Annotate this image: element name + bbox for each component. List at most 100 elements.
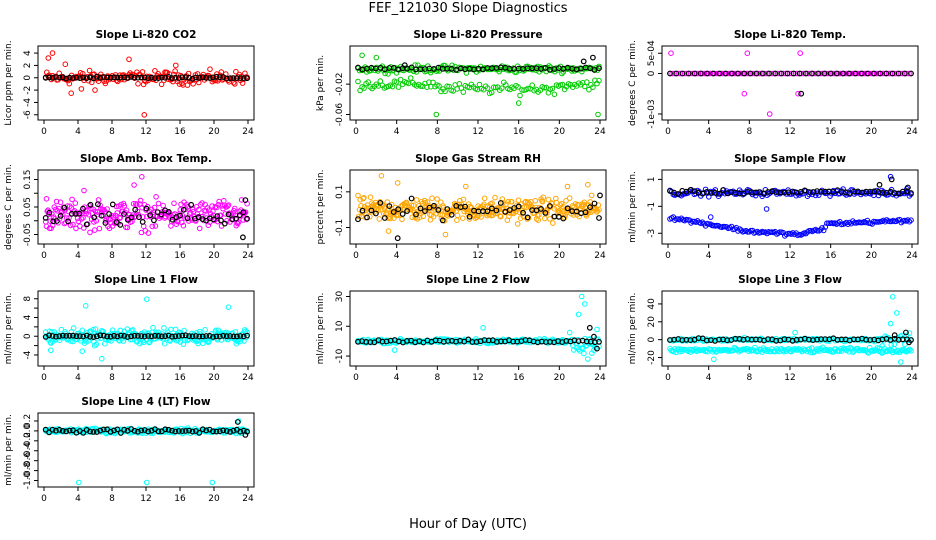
reference-point [679,70,686,77]
data-point [209,479,216,486]
plot-frame [661,290,919,367]
data-point [515,197,522,203]
data-points [355,293,602,362]
reference-point [121,426,128,433]
reference-point [87,201,94,208]
reference-point [138,74,145,81]
data-point [460,89,467,95]
reference-point [165,73,172,80]
reference-point [114,426,121,433]
data-point [82,303,89,309]
reference-point [182,332,189,339]
y-axis-label: ml/min per min. [4,293,14,365]
reference-point [394,235,401,242]
reference-point [747,70,754,77]
reference-point [580,58,587,65]
data-point [378,173,385,179]
x-tick-label: 24 [242,127,254,137]
reference-point [83,221,90,228]
x-tick-label: 12 [140,127,151,137]
y-tick-label: 0 [23,333,33,339]
data-point [803,230,809,237]
x-tick-label: 4 [706,127,712,137]
plot-frame [661,45,919,121]
reference-point [186,333,193,340]
data-point [358,203,364,209]
reference-point [76,333,83,340]
data-points [355,173,603,242]
data-point [454,217,460,223]
x-tick-label: 4 [75,127,81,137]
reference-point [210,74,216,81]
data-point [389,83,396,90]
reference-point [152,75,158,81]
data-point [581,199,588,206]
data-point [433,111,440,118]
data-point [533,216,540,222]
reference-point [413,211,419,218]
reference-point [698,70,704,77]
data-point [886,347,893,353]
reference-point [497,200,504,206]
data-point [211,217,218,224]
data-point [108,220,114,226]
reference-point [134,74,141,81]
reference-point [417,205,424,212]
chart-main-title: FEF_121030 Slope Diagnostics [368,1,568,16]
y-axis-label: Licor ppm per min. [4,40,14,125]
reference-point [218,217,224,224]
reference-point [175,428,182,434]
reference-point [179,428,186,435]
data-point [68,90,74,96]
y-tick-label: -0.2 [23,432,33,450]
data-point [596,63,602,70]
reference-point [244,332,251,339]
data-point [385,71,391,77]
x-tick-label: 12 [140,373,151,383]
reference-point [240,209,247,216]
data-point [135,81,141,87]
data-point [66,215,72,221]
reference-point [242,432,249,438]
data-point [831,70,837,77]
data-point [213,327,219,334]
data-point [489,200,495,206]
x-tick-label: 0 [665,373,671,383]
data-point [356,213,362,220]
data-point [536,212,542,218]
reference-point [564,205,571,212]
reference-point [591,333,597,340]
x-tick-label: 12 [140,251,151,261]
reference-point [192,333,199,339]
data-point [409,214,416,221]
reference-point [53,333,59,340]
data-point [456,81,463,87]
panel-title: Slope Line 3 Flow [738,274,842,286]
data-point [48,340,54,346]
data-point [596,206,602,213]
x-tick-label: 8 [109,127,115,137]
reference-point [359,207,366,214]
data-point [719,70,726,77]
reference-point [162,74,169,81]
data-point [711,356,717,363]
reference-point [117,430,124,436]
data-points [42,418,251,486]
data-point [498,213,504,220]
data-point [95,209,101,215]
data-point [861,70,868,77]
data-point [726,70,732,77]
reference-point [790,70,797,77]
data-point [726,347,733,353]
reference-point [109,201,116,208]
data-point [168,326,174,333]
data-point [126,56,132,63]
data-point [701,70,708,77]
data-point [581,350,587,357]
reference-point [180,206,187,213]
data-point [478,214,484,220]
x-tick-label: 24 [242,373,254,383]
reference-point [390,209,397,215]
reference-point [364,214,370,221]
